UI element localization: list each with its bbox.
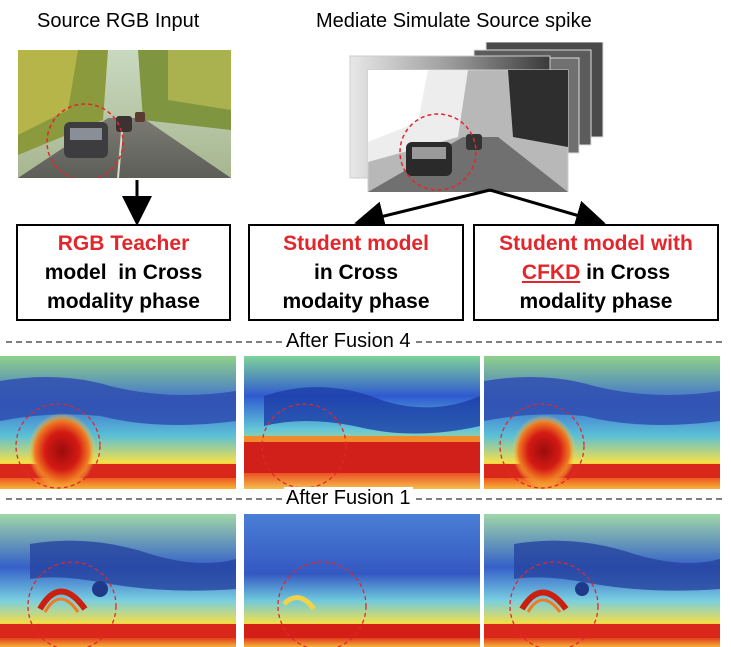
heatmap-f1-teacher	[0, 514, 236, 647]
cfkd-box-line2-rest: in Cross	[580, 261, 671, 284]
cfkd-box-line1: Student model with	[499, 232, 693, 255]
flow-arrows	[122, 180, 606, 230]
rgb-input-image	[18, 50, 231, 178]
teacher-box-line3: modality phase	[47, 290, 200, 313]
heatmap-f4-student	[244, 356, 480, 489]
heatmap-f1-student	[244, 514, 480, 647]
heatmap-f4-teacher	[0, 356, 236, 489]
separator-fusion4-label: After Fusion 4	[284, 330, 413, 352]
heatmap-f4-cfkd	[484, 356, 720, 489]
heatmap-f1-cfkd	[484, 514, 720, 647]
cfkd-highlight: CFKD	[521, 261, 581, 284]
cfkd-box-line2: CFKD in Cross	[522, 258, 670, 287]
teacher-box-line1: RGB Teacher	[57, 232, 190, 255]
separator-fusion1-label: After Fusion 1	[284, 487, 413, 509]
arrow-to-cfkd	[489, 188, 606, 230]
source-rgb-title: Source RGB Input	[37, 10, 200, 32]
teacher-box: RGB Teacher model in Cross modality phas…	[16, 224, 231, 321]
cfkd-box-line3: modality phase	[519, 290, 673, 313]
cfkd-box: Student model with CFKD in Cross modalit…	[473, 224, 719, 321]
spike-title: Mediate Simulate Source spike	[316, 10, 592, 32]
teacher-box-line2: model in Cross	[44, 261, 203, 284]
arrow-to-student	[354, 188, 491, 230]
student-box-line3: modaity phase	[282, 290, 430, 313]
student-box: Student model in Cross modaity phase	[248, 224, 464, 321]
student-box-line2: in Cross	[313, 261, 399, 284]
spike-frame-stack	[348, 42, 613, 192]
student-box-line1: Student model	[283, 232, 429, 255]
